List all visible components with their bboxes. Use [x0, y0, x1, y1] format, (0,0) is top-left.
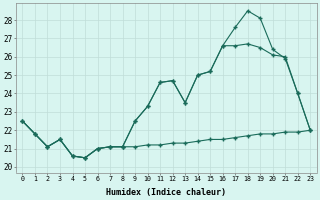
X-axis label: Humidex (Indice chaleur): Humidex (Indice chaleur) — [106, 188, 226, 197]
